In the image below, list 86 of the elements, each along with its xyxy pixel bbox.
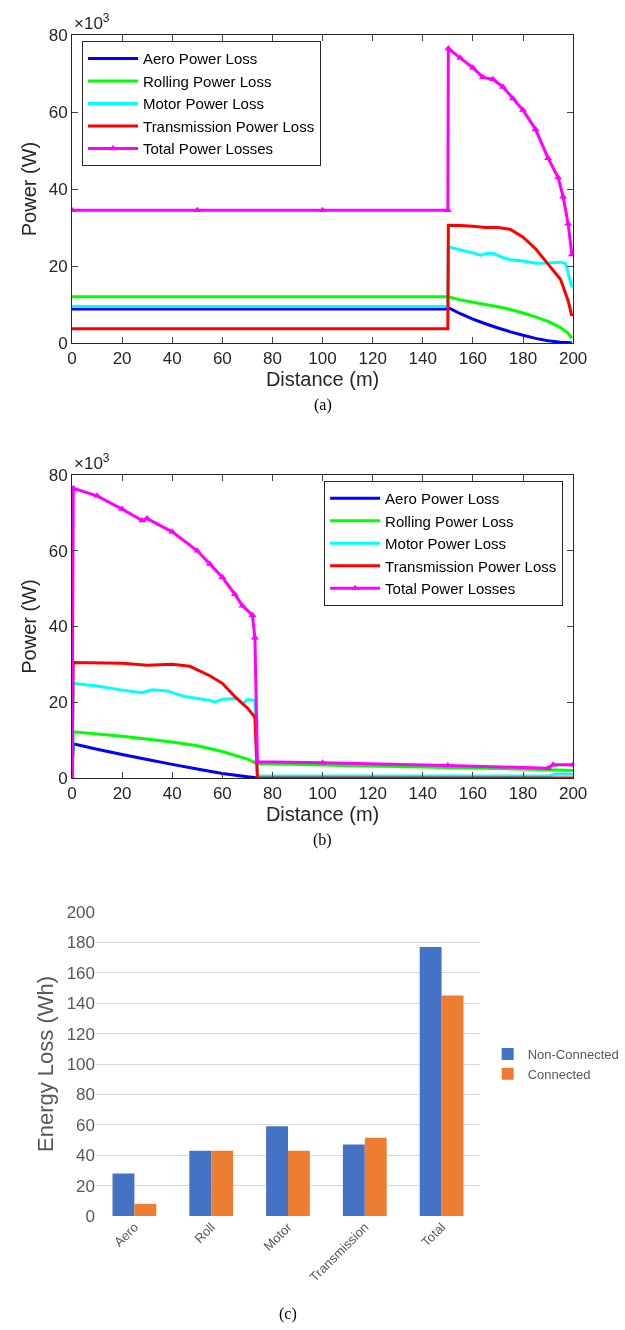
bar [364,1137,387,1216]
bar [211,1150,234,1216]
bar [112,1173,135,1216]
x-tick-label: 160 [458,349,488,369]
point [444,44,453,51]
bar [441,995,464,1216]
x-tick-label: 200 [558,349,588,369]
legend-label: Total Power Losses [385,580,516,598]
y-tick-label: 120 [66,1024,95,1044]
y-tick-label: 140 [66,994,95,1014]
y-tick-label: 80 [48,25,68,45]
x-tick-label: 80 [262,784,282,804]
y-tick-label: 160 [66,963,95,983]
legend-label: Total Power Losses [143,140,274,158]
y-axis-title: Power (W) [18,141,41,237]
text: ×10$^{3}$ [74,451,110,474]
point [478,73,487,80]
x-tick-label: 140 [408,349,437,369]
y-axis-title: Power (W) [18,579,41,674]
x-tick-label: 80 [262,349,282,369]
x-tick-label: 180 [508,349,538,369]
x-axis-title: Distance (m) [265,803,380,826]
y-tick-label: 60 [48,102,68,122]
x-tick-label: 160 [458,784,488,804]
legend-label: Rolling Power Loss [143,72,272,90]
x-tick-label: 100 [308,784,337,804]
text: ×10$^{3}$ [74,11,110,34]
legend-label: Transmission Power Loss [385,557,557,575]
legend-label: Rolling Power Loss [385,512,514,530]
point [488,75,497,82]
x-axis-title: Distance (m) [265,368,380,391]
line-series [72,306,574,343]
legend-label: Non-Connected [527,1047,619,1063]
bar [134,1203,157,1216]
bar [189,1150,212,1216]
x-tick-label: 200 [558,784,588,804]
x-tick-label: 60 [212,349,232,369]
point [138,516,147,523]
legend-label: Connected [527,1066,591,1082]
y-tick-label: 0 [58,768,68,788]
bar [288,1150,310,1216]
bar [342,1144,365,1216]
y-tick-label: 20 [48,693,68,713]
y-tick-label: 0 [85,1206,95,1226]
text: (c) [279,1305,297,1323]
y-tick-label: 200 [66,902,95,922]
x-tick-label: 180 [508,784,538,804]
point [230,590,239,597]
x-tick-label: 120 [358,349,387,369]
x-tick-label: 100 [308,349,337,369]
y-tick-label: 100 [66,1054,95,1074]
y-tick-label: 80 [76,1085,95,1105]
y-tick-label: 0 [58,333,68,353]
x-tick-label: 120 [358,784,387,804]
legend-label: Transmission Power Loss [143,117,315,135]
y-tick-label: 40 [48,617,68,637]
line-series [72,484,574,778]
y-tick-label: 180 [66,933,95,953]
x-tick-label: 40 [162,349,182,369]
point [218,573,227,580]
y-axis-title: Energy Loss (Wh) [33,975,59,1153]
x-tick-label: 40 [162,784,182,804]
x-tick-label: 20 [112,784,132,804]
x-tick-label: 140 [408,784,437,804]
y-tick-label: 80 [48,465,68,485]
text: (a) [314,396,332,414]
x-tick-label: Roll [191,1219,218,1247]
x-tick-label: 60 [212,784,232,804]
legend-label: Motor Power Loss [143,95,264,113]
y-tick-label: 40 [76,1146,95,1166]
line-series [72,295,574,340]
bar [419,946,442,1216]
y-tick-label: 40 [48,179,68,199]
y-tick-label: 20 [48,256,68,276]
line-series [72,223,574,331]
y-tick-label: 60 [48,541,68,561]
point [531,125,540,132]
x-tick-label: 20 [112,349,132,369]
y-tick-label: 60 [76,1115,95,1135]
legend-label: Motor Power Loss [385,535,506,553]
legend-label: Aero Power Loss [143,50,258,68]
text: (b) [313,831,332,849]
point [554,173,563,180]
bar [266,1126,288,1216]
legend-label: Aero Power Loss [385,490,500,508]
y-tick-label: 20 [76,1176,95,1196]
